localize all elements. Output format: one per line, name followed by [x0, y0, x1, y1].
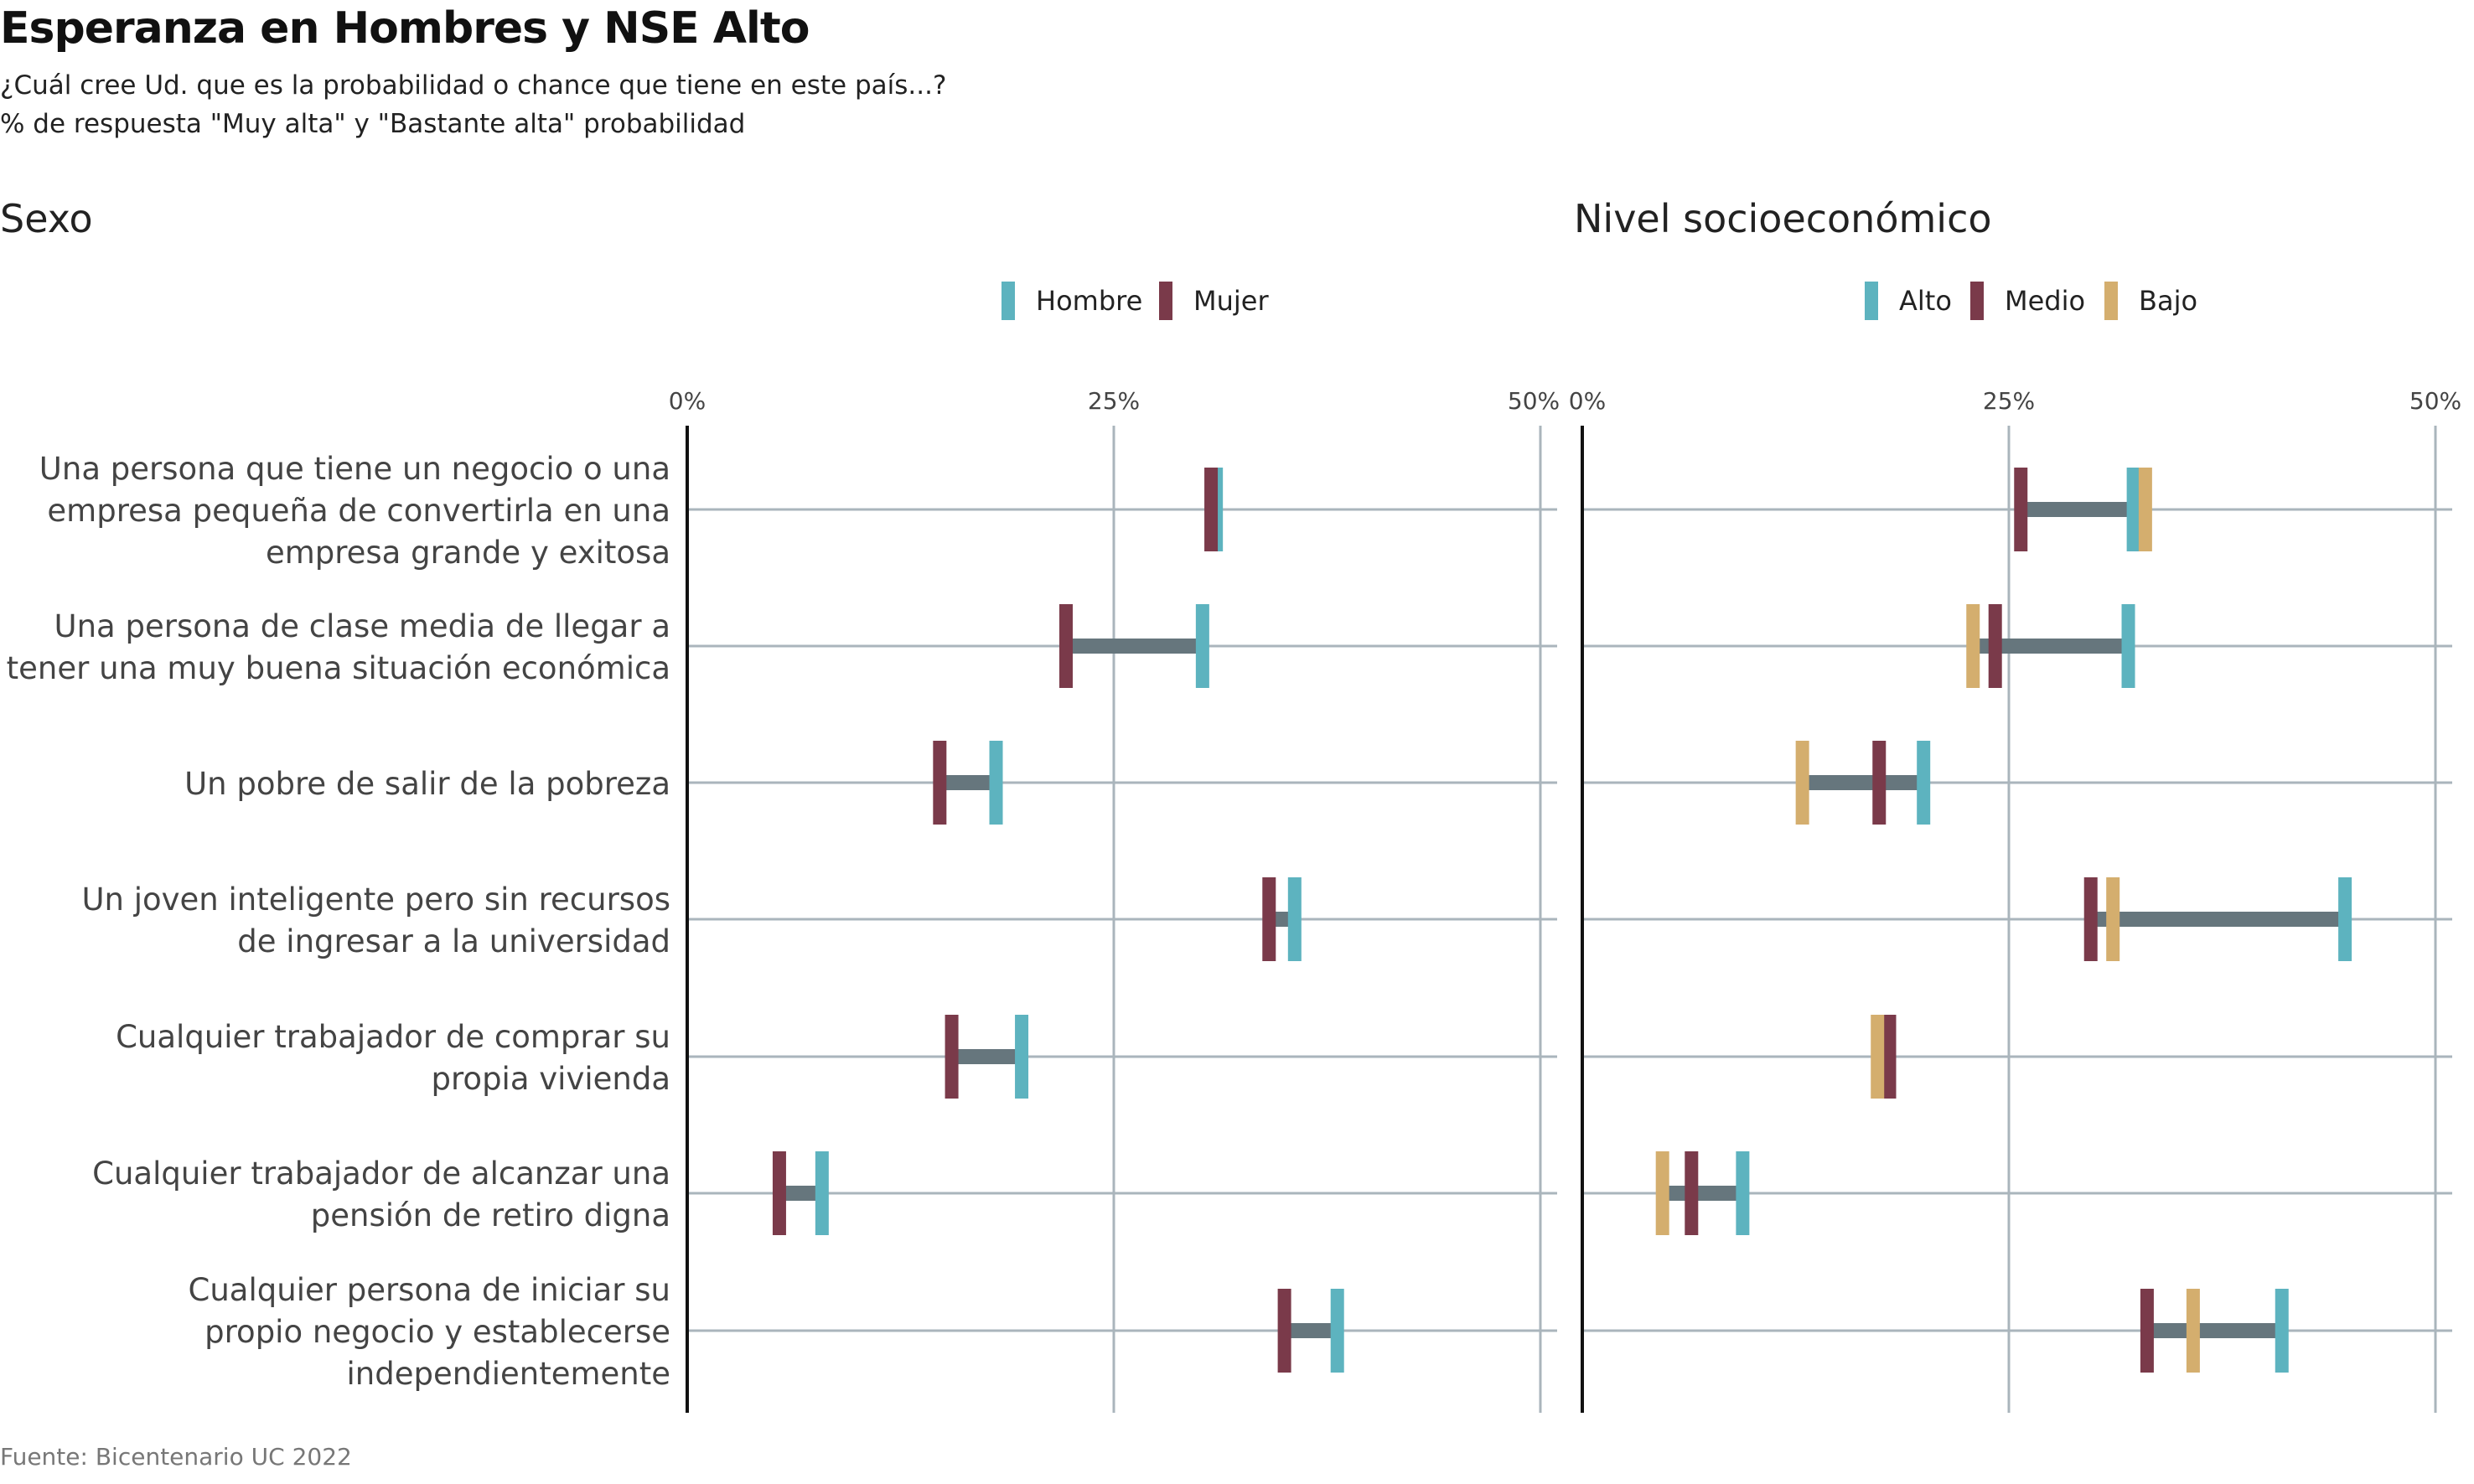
marker-hombre [989, 741, 1003, 825]
marker-medio [1872, 741, 1887, 825]
legend-swatch-alto [1865, 282, 1878, 320]
range-bar [1662, 1186, 1743, 1201]
legend-label-medio: Medio [2005, 285, 2086, 317]
range-bar [2021, 502, 2145, 517]
category-label: tener una muy buena situación económica [7, 650, 670, 686]
range-bar [779, 1186, 822, 1201]
panel-title-nse: Nivel socioeconómico [1574, 196, 1992, 241]
category-label: independientemente [347, 1356, 670, 1392]
range-bar [2090, 912, 2346, 927]
legend-label-bajo: Bajo [2139, 285, 2198, 317]
legend-swatch-medio [1970, 282, 1984, 320]
marker-medio [1988, 604, 2002, 688]
legend-label-mujer: Mujer [1193, 285, 1269, 317]
source-note: Fuente: Bicentenario UC 2022 [0, 1443, 352, 1471]
x-tick-label: 0% [1569, 387, 1606, 415]
category-label: Un pobre de salir de la pobreza [184, 766, 670, 802]
x-tick-label: 0% [669, 387, 706, 415]
range-bar [939, 775, 996, 790]
marker-alto [2338, 877, 2352, 961]
range-bar [1973, 639, 2129, 654]
marker-mujer [1262, 877, 1276, 961]
marker-hombre [1330, 1289, 1344, 1373]
marker-alto [1736, 1151, 1750, 1235]
marker-alto [2126, 468, 2140, 551]
category-label: de ingresar a la universidad [237, 923, 670, 959]
category-label: Un joven inteligente pero sin recursos [81, 882, 670, 918]
range-bar [1802, 775, 1924, 790]
marker-medio [1685, 1151, 1699, 1235]
marker-medio [2140, 1289, 2154, 1373]
marker-mujer [772, 1151, 786, 1235]
range-bar [1284, 1323, 1338, 1338]
category-label: Una persona que tiene un negocio o una [39, 451, 670, 487]
subtitle-measure: % de respuesta "Muy alta" y "Bastante al… [0, 109, 746, 139]
legend-swatch-mujer [1159, 282, 1172, 320]
category-label: pensión de retiro digna [311, 1197, 670, 1233]
marker-bajo [1871, 1015, 1885, 1099]
range-bar [951, 1049, 1022, 1064]
range-bar [2146, 1323, 2282, 1338]
range-bar [1065, 639, 1203, 654]
category-label: Una persona de clase media de llegar a [54, 608, 670, 644]
x-tick-label: 50% [1508, 387, 1560, 415]
legend-swatch-bajo [2104, 282, 2118, 320]
marker-alto [2275, 1289, 2289, 1373]
category-label: propia vivienda [432, 1061, 670, 1097]
category-label: Cualquier trabajador de alcanzar una [92, 1156, 670, 1192]
panel-title-sexo: Sexo [0, 196, 93, 241]
x-tick-label: 50% [2409, 387, 2461, 415]
marker-hombre [1015, 1015, 1029, 1099]
marker-mujer [1204, 468, 1219, 551]
x-tick-label: 25% [1088, 387, 1140, 415]
marker-mujer [945, 1015, 959, 1099]
category-label: empresa pequeña de convertirla en una [47, 493, 670, 529]
marker-bajo [2106, 877, 2120, 961]
page-title: Esperanza en Hombres y NSE Alto [0, 3, 810, 54]
category-label: empresa grande y exitosa [266, 535, 670, 571]
marker-hombre [1287, 877, 1302, 961]
marker-alto [1917, 741, 1931, 825]
legend-swatch-hombre [1002, 282, 1015, 320]
x-tick-label: 25% [1983, 387, 2035, 415]
subtitle-question: ¿Cuál cree Ud. que es la probabilidad o … [0, 70, 947, 101]
marker-medio [2014, 468, 2028, 551]
marker-mujer [1277, 1289, 1291, 1373]
marker-alto [2121, 604, 2135, 688]
marker-medio [2083, 877, 2098, 961]
marker-mujer [1058, 604, 1073, 688]
category-label: propio negocio y establecerse [204, 1314, 670, 1350]
marker-mujer [933, 741, 947, 825]
category-label: Cualquier trabajador de comprar su [116, 1019, 670, 1055]
marker-bajo [1655, 1151, 1669, 1235]
marker-hombre [815, 1151, 829, 1235]
marker-bajo [1795, 741, 1809, 825]
marker-bajo [1966, 604, 1980, 688]
legend-label-hombre: Hombre [1036, 285, 1143, 317]
marker-bajo [2138, 468, 2152, 551]
category-label: Cualquier persona de iniciar su [189, 1272, 670, 1308]
marker-bajo [2186, 1289, 2200, 1373]
marker-hombre [1195, 604, 1209, 688]
legend-label-alto: Alto [1899, 285, 1952, 317]
marker-medio [1882, 1015, 1897, 1099]
